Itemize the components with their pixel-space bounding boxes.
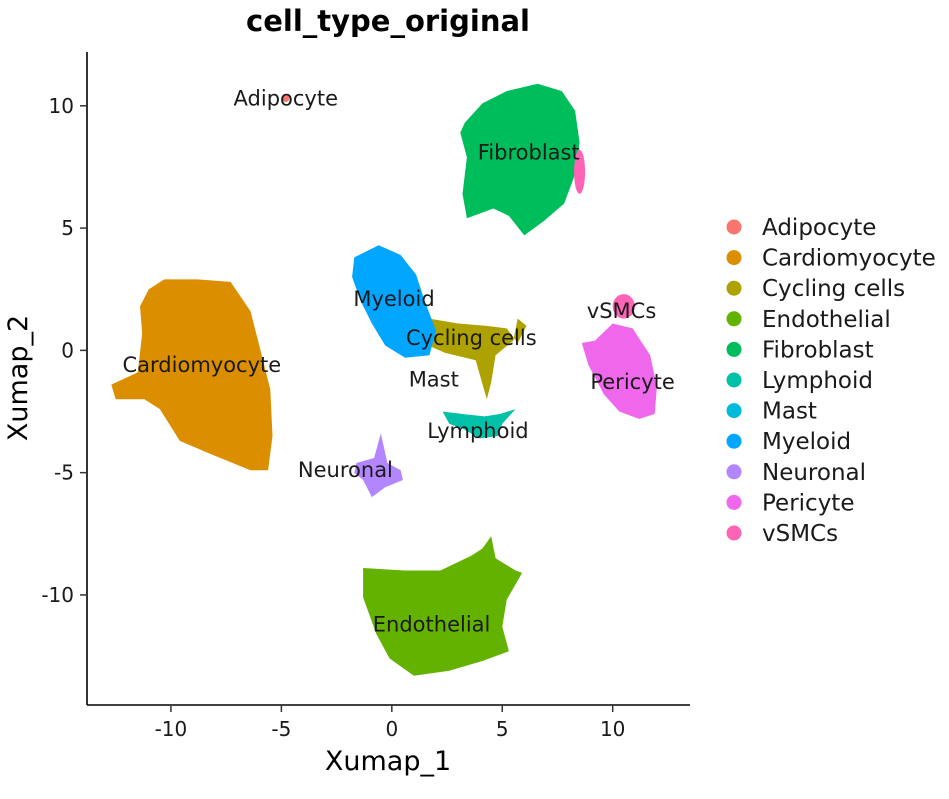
cluster-label-fibroblast: Fibroblast [478, 140, 580, 164]
legend-key-lymphoid [726, 372, 742, 388]
legend-label-myeloid: Myeloid [762, 429, 851, 455]
y-axis-title: Xumap_2 [3, 315, 34, 441]
cluster-fibroblast [460, 83, 580, 236]
x-tick-label: -10 [155, 717, 188, 741]
legend-key-vsmcs [726, 525, 742, 541]
cluster-label-mast: Mast [409, 368, 459, 392]
cluster-vsmcs-blob [574, 149, 586, 194]
legend-key-cardiomyocyte [726, 250, 742, 266]
cluster-pericyte [581, 323, 657, 419]
legend-label-endothelial: Endothelial [762, 307, 891, 333]
cluster-label-cardiomyocyte: Cardiomyocyte [123, 353, 282, 377]
x-tick-label: 10 [600, 717, 625, 741]
cluster-label-pericyte: Pericyte [590, 370, 674, 394]
y-tick-label: -5 [54, 461, 74, 485]
cluster-label-layer: Adipocyte Cardiomyocyte Cycling cells Endot… [123, 86, 675, 636]
cluster-cycling-cells [422, 318, 527, 400]
legend-label-pericyte: Pericyte [762, 490, 854, 516]
legend-key-mast [726, 403, 742, 419]
x-tick-label: 0 [385, 717, 398, 741]
y-tick-label: 0 [61, 338, 74, 362]
legend-label-fibroblast: Fibroblast [762, 337, 874, 363]
cluster-label-cycling-cells: Cycling cells [406, 326, 537, 350]
cluster-label-endothelial: Endothelial [373, 612, 491, 636]
legend-label-cycling-cells: Cycling cells [762, 276, 905, 302]
legend-key-fibroblast [726, 341, 742, 357]
cluster-label-myeloid: Myeloid [353, 287, 434, 311]
cluster-adipocyte-blob [282, 94, 290, 103]
cluster-neuronal [354, 433, 403, 498]
cluster-label-vsmcs: vSMCs [587, 299, 656, 323]
y-tick-label: 10 [49, 94, 74, 118]
legend-key-neuronal [726, 464, 742, 480]
x-tick-label: 5 [496, 717, 509, 741]
cluster-cardiomyocyte [111, 279, 273, 471]
legend-key-adipocyte [726, 219, 742, 235]
x-tick-label: -5 [271, 717, 291, 741]
cluster-vsmcs-blob [612, 294, 635, 319]
cluster-label-neuronal: Neuronal [298, 458, 393, 482]
cluster-layer [111, 83, 657, 676]
legend-label-adipocyte: Adipocyte [762, 215, 876, 241]
cluster-label-adipocyte: Adipocyte [234, 86, 338, 110]
cluster-label-lymphoid: Lymphoid [427, 419, 528, 443]
legend-label-mast: Mast [762, 399, 817, 425]
cluster-myeloid [352, 245, 436, 358]
legend-key-endothelial [726, 311, 742, 327]
cluster-endothelial [363, 536, 523, 676]
legend-key-myeloid [726, 433, 742, 449]
y-tick-label: 5 [61, 216, 74, 240]
legend-label-neuronal: Neuronal [762, 460, 866, 486]
y-tick-label: -10 [41, 583, 74, 607]
y-tick-layer: -10 -5 0 5 10 [41, 94, 87, 607]
legend-label-lymphoid: Lymphoid [762, 368, 873, 394]
legend-key-pericyte [726, 494, 742, 510]
x-axis-title: Xumap_1 [325, 746, 451, 777]
legend-key-cycling-cells [726, 280, 742, 296]
chart-title: cell_type_original [246, 4, 530, 38]
cluster-lymphoid [442, 409, 516, 439]
legend-label-cardiomyocyte: Cardiomyocyte [762, 246, 936, 272]
legend-label-vsmcs: vSMCs [762, 521, 838, 547]
legend: Adipocyte Cardiomyocyte Cycling cells Endot… [726, 215, 936, 547]
x-tick-layer: -10 -5 0 5 10 [155, 705, 625, 741]
